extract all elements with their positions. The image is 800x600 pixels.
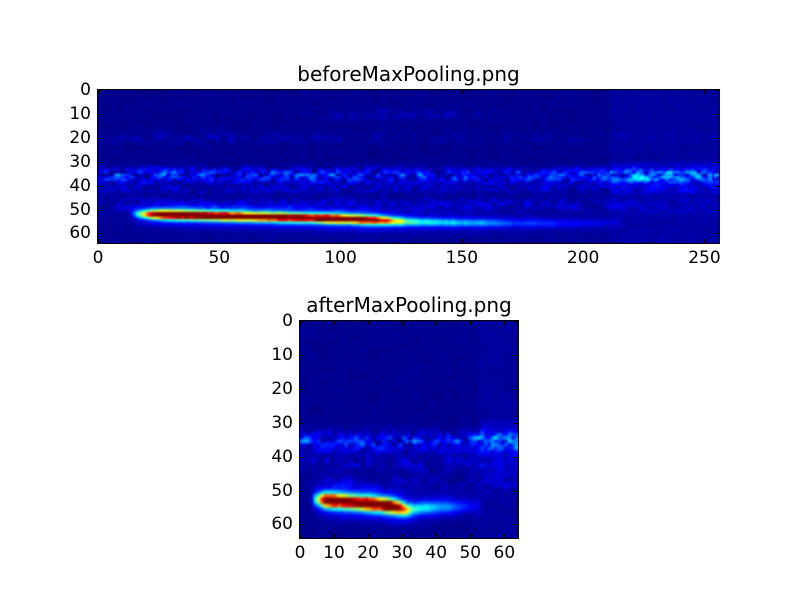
tick-mark: [470, 321, 472, 325]
y-tick-label: 60: [271, 514, 293, 535]
x-tick-label: 50: [459, 543, 482, 563]
tick-mark: [715, 90, 719, 91]
tick-mark: [334, 321, 336, 325]
tick-mark: [340, 239, 342, 243]
y-tick-label: 40: [69, 175, 91, 196]
tick-mark: [436, 321, 438, 325]
tick-mark: [300, 321, 304, 322]
tick-mark: [514, 490, 518, 492]
y-tick-label: 50: [69, 199, 91, 220]
y-tick-label: 0: [80, 80, 91, 100]
tick-mark: [461, 90, 463, 94]
x-tick-label: 0: [294, 543, 306, 563]
plot-title: beforeMaxPooling.png: [297, 62, 520, 86]
plot-title: afterMaxPooling.png: [306, 293, 512, 317]
heatmap-canvas: [98, 90, 719, 243]
tick-mark: [98, 90, 99, 94]
x-tick-label: 10: [323, 543, 345, 563]
tick-mark: [300, 534, 301, 538]
x-tick-label: 50: [208, 248, 231, 268]
tick-mark: [300, 388, 304, 390]
y-tick-label: 10: [69, 103, 91, 124]
y-tick-label: 20: [69, 127, 91, 148]
tick-mark: [300, 422, 304, 424]
x-tick-label: 150: [445, 248, 479, 268]
tick-mark: [300, 524, 304, 526]
tick-mark: [514, 321, 518, 322]
tick-mark: [98, 161, 102, 163]
tick-mark: [504, 321, 506, 325]
tick-mark: [514, 422, 518, 424]
tick-mark: [514, 354, 518, 356]
tick-mark: [402, 321, 404, 325]
y-tick-label: 0: [282, 311, 293, 331]
x-tick-label: 200: [566, 248, 600, 268]
tick-mark: [98, 209, 102, 211]
tick-mark: [514, 388, 518, 390]
tick-mark: [219, 239, 221, 243]
y-tick-label: 60: [69, 223, 91, 244]
y-tick-label: 10: [271, 344, 293, 365]
y-tick-label: 30: [271, 412, 293, 433]
tick-mark: [436, 534, 438, 538]
x-tick-label: 20: [357, 543, 379, 563]
tick-mark: [715, 233, 719, 235]
tick-mark: [402, 534, 404, 538]
y-tick-label: 50: [271, 480, 293, 501]
heatmap-canvas: [300, 321, 518, 538]
tick-mark: [504, 534, 506, 538]
tick-mark: [715, 209, 719, 211]
tick-mark: [715, 161, 719, 163]
y-tick-label: 30: [69, 151, 91, 172]
tick-mark: [98, 90, 102, 91]
x-tick-label: 30: [391, 543, 414, 563]
tick-mark: [514, 456, 518, 458]
tick-mark: [461, 239, 463, 243]
tick-mark: [583, 90, 585, 94]
tick-mark: [704, 90, 706, 94]
tick-mark: [219, 90, 221, 94]
x-tick-label: 100: [324, 248, 357, 268]
tick-mark: [98, 239, 99, 243]
tick-mark: [98, 137, 102, 139]
x-tick-label: 40: [425, 543, 448, 563]
tick-mark: [300, 354, 304, 356]
tick-mark: [715, 137, 719, 139]
tick-mark: [98, 113, 102, 115]
tick-mark: [98, 185, 102, 187]
tick-mark: [704, 239, 706, 243]
tick-mark: [300, 490, 304, 492]
tick-mark: [340, 90, 342, 94]
tick-mark: [98, 233, 102, 235]
axes-area: [97, 89, 720, 244]
tick-mark: [715, 185, 719, 187]
tick-mark: [300, 456, 304, 458]
tick-mark: [334, 534, 336, 538]
y-tick-label: 40: [271, 446, 293, 467]
x-tick-label: 60: [493, 543, 516, 563]
x-tick-label: 250: [688, 248, 721, 268]
tick-mark: [514, 524, 518, 526]
tick-mark: [470, 534, 472, 538]
y-tick-label: 20: [271, 378, 293, 399]
tick-mark: [368, 534, 370, 538]
x-tick-label: 0: [92, 248, 104, 268]
axes-area: [299, 320, 519, 539]
tick-mark: [300, 321, 301, 325]
tick-mark: [368, 321, 370, 325]
tick-mark: [715, 113, 719, 115]
tick-mark: [583, 239, 585, 243]
